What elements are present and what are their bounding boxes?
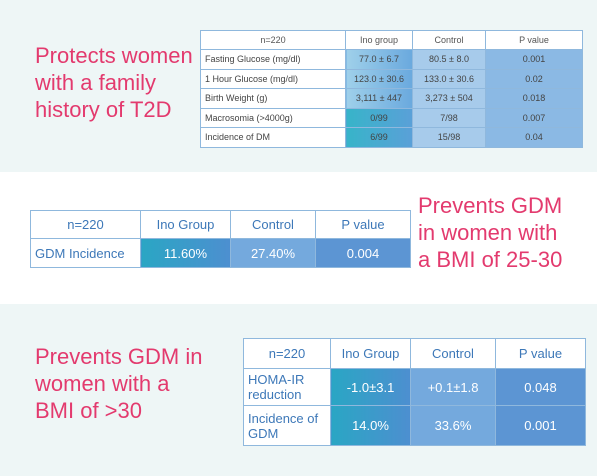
data-cell: 6/99 bbox=[345, 127, 413, 148]
data-cell: 0/99 bbox=[345, 107, 413, 128]
table-row: GDM Incidence 11.60% 27.40% 0.004 bbox=[30, 238, 411, 268]
table-row: Birth Weight (g) 3,111 ± 447 3,273 ± 504 0.… bbox=[200, 88, 583, 109]
heading-line: BMI of >30 bbox=[35, 398, 143, 423]
data-table: n=220 Ino group Control P value Fasting Gluc… bbox=[200, 30, 583, 148]
data-cell: 11.60% bbox=[140, 238, 231, 268]
table-row: Incidence of GDM 14.0% 33.6% 0.001 bbox=[243, 405, 586, 446]
header-cell: Ino Group bbox=[330, 338, 411, 369]
header-row: n=220 Ino Group Control P value bbox=[30, 210, 411, 239]
header-row: n=220 Ino group Control P value bbox=[200, 30, 583, 50]
row-label: Incidence of GDM bbox=[243, 405, 331, 446]
header-cell: n=220 bbox=[243, 338, 331, 369]
table-row: HOMA-IR reduction -1.0±3.1 +0.1±1.8 0.048 bbox=[243, 368, 586, 406]
table-row: 1 Hour Glucose (mg/dl) 123.0 ± 30.6 133.0 … bbox=[200, 68, 583, 89]
header-cell: Ino group bbox=[345, 30, 413, 50]
header-cell: P value bbox=[485, 30, 583, 50]
data-cell: 7/98 bbox=[412, 107, 486, 128]
data-cell: 0.018 bbox=[485, 88, 583, 109]
table-row: Macrosomia (>4000g) 0/99 7/98 0.007 bbox=[200, 107, 583, 128]
header-cell: n=220 bbox=[200, 30, 346, 50]
heading-line: in women with bbox=[418, 220, 558, 245]
data-cell: 133.0 ± 30.6 bbox=[412, 68, 486, 89]
header-cell: n=220 bbox=[30, 210, 141, 239]
data-cell: 0.004 bbox=[315, 238, 411, 268]
heading-line: a BMI of 25-30 bbox=[418, 247, 563, 272]
data-cell: 0.007 bbox=[485, 107, 583, 128]
header-cell: P value bbox=[315, 210, 411, 239]
data-cell: 14.0% bbox=[330, 405, 411, 446]
data-cell: 77.0 ± 6.7 bbox=[345, 49, 413, 70]
header-cell: Ino Group bbox=[140, 210, 231, 239]
row-label: Incidence of DM bbox=[200, 127, 346, 148]
heading-line: Protects women bbox=[35, 43, 193, 68]
row-label: Macrosomia (>4000g) bbox=[200, 107, 346, 128]
row-label: Fasting Glucose (mg/dl) bbox=[200, 49, 346, 70]
data-cell: 15/98 bbox=[412, 127, 486, 148]
row-label: GDM Incidence bbox=[30, 238, 141, 268]
data-cell: -1.0±3.1 bbox=[330, 368, 411, 406]
data-cell: 0.001 bbox=[495, 405, 586, 446]
table-row: Incidence of DM 6/99 15/98 0.04 bbox=[200, 127, 583, 148]
heading: Prevents GDM in women with a BMI of 25-30 bbox=[418, 192, 562, 273]
data-table: n=220 Ino Group Control P value GDM Incidenc… bbox=[30, 210, 411, 268]
header-cell: Control bbox=[412, 30, 486, 50]
heading: Protects women with a family history of T2… bbox=[35, 42, 193, 123]
header-row: n=220 Ino Group Control P value bbox=[243, 338, 586, 369]
data-cell: 3,273 ± 504 bbox=[412, 88, 486, 109]
header-cell: Control bbox=[230, 210, 316, 239]
heading-line: with a family bbox=[35, 70, 157, 95]
data-cell: 0.001 bbox=[485, 49, 583, 70]
heading-line: Prevents GDM bbox=[418, 193, 563, 218]
heading-line: Prevents GDM in bbox=[35, 344, 203, 369]
data-cell: 0.02 bbox=[485, 68, 583, 89]
data-cell: +0.1±1.8 bbox=[410, 368, 496, 406]
data-table: n=220 Ino Group Control P value HOMA-IR redu… bbox=[243, 338, 586, 446]
data-cell: 27.40% bbox=[230, 238, 316, 268]
data-cell: 0.04 bbox=[485, 127, 583, 148]
heading: Prevents GDM in women with a BMI of >30 bbox=[35, 343, 203, 424]
data-cell: 80.5 ± 8.0 bbox=[412, 49, 486, 70]
data-cell: 33.6% bbox=[410, 405, 496, 446]
row-label: 1 Hour Glucose (mg/dl) bbox=[200, 68, 346, 89]
table-row: Fasting Glucose (mg/dl) 77.0 ± 6.7 80.5 ± … bbox=[200, 49, 583, 70]
data-cell: 0.048 bbox=[495, 368, 586, 406]
heading-line: women with a bbox=[35, 371, 170, 396]
row-label: Birth Weight (g) bbox=[200, 88, 346, 109]
header-cell: P value bbox=[495, 338, 586, 369]
heading-line: history of T2D bbox=[35, 97, 172, 122]
data-cell: 3,111 ± 447 bbox=[345, 88, 413, 109]
data-cell: 123.0 ± 30.6 bbox=[345, 68, 413, 89]
header-cell: Control bbox=[410, 338, 496, 369]
row-label: HOMA-IR reduction bbox=[243, 368, 331, 406]
